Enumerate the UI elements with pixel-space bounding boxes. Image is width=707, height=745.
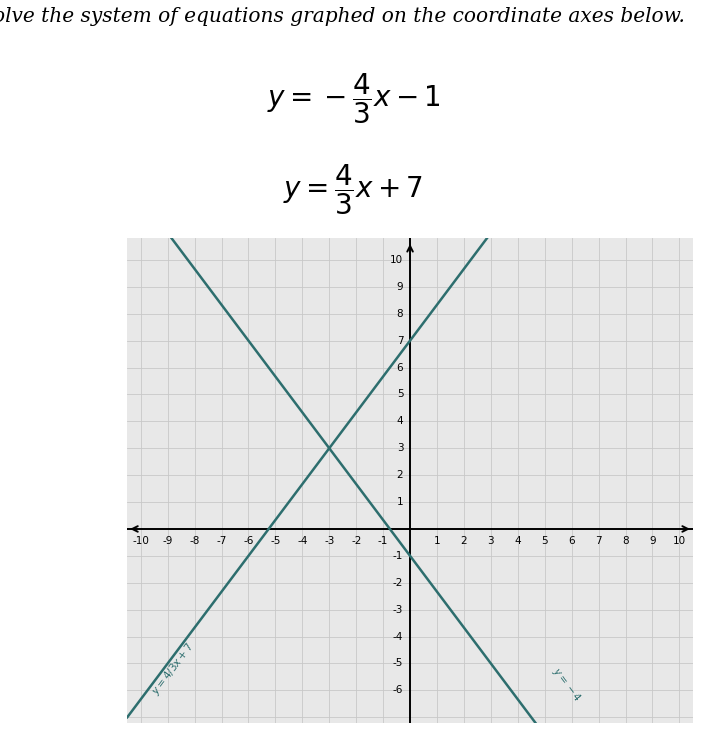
- Text: 6: 6: [568, 536, 575, 545]
- Text: -3: -3: [324, 536, 334, 545]
- Text: -1: -1: [393, 551, 403, 561]
- Text: -8: -8: [189, 536, 200, 545]
- Text: $y = -\dfrac{4}{3}x - 1$: $y = -\dfrac{4}{3}x - 1$: [267, 72, 440, 126]
- Text: 1: 1: [397, 497, 403, 507]
- Text: 9: 9: [649, 536, 656, 545]
- Text: -7: -7: [216, 536, 227, 545]
- Text: -6: -6: [243, 536, 254, 545]
- Text: -5: -5: [270, 536, 281, 545]
- Text: 2: 2: [461, 536, 467, 545]
- Text: -10: -10: [132, 536, 149, 545]
- Text: 4: 4: [515, 536, 521, 545]
- Text: 1: 1: [433, 536, 440, 545]
- Text: 8: 8: [397, 308, 403, 319]
- Text: 5: 5: [397, 390, 403, 399]
- Text: 7: 7: [397, 336, 403, 346]
- Text: 10: 10: [673, 536, 686, 545]
- Text: 6: 6: [397, 363, 403, 372]
- Text: -9: -9: [163, 536, 173, 545]
- Text: 4: 4: [397, 416, 403, 426]
- Text: 10: 10: [390, 255, 403, 265]
- Text: -1: -1: [378, 536, 388, 545]
- Text: $y=4/3x+7$: $y=4/3x+7$: [148, 640, 197, 698]
- Text: 5: 5: [542, 536, 548, 545]
- Text: 8: 8: [622, 536, 629, 545]
- Text: -3: -3: [393, 605, 403, 615]
- Text: 2: 2: [397, 470, 403, 480]
- Text: -6: -6: [393, 685, 403, 695]
- Text: $y=-4$: $y=-4$: [549, 665, 584, 706]
- Text: -4: -4: [393, 632, 403, 641]
- Text: -4: -4: [297, 536, 308, 545]
- Text: 9: 9: [397, 282, 403, 292]
- Text: 3: 3: [488, 536, 494, 545]
- Text: -2: -2: [393, 578, 403, 588]
- Text: 7: 7: [595, 536, 602, 545]
- Text: 3: 3: [397, 443, 403, 453]
- Text: -2: -2: [351, 536, 361, 545]
- Text: -5: -5: [393, 659, 403, 668]
- Text: olve the system of equations graphed on the coordinate axes below.: olve the system of equations graphed on …: [0, 7, 685, 26]
- Text: $y = \dfrac{4}{3}x + 7$: $y = \dfrac{4}{3}x + 7$: [284, 162, 423, 217]
